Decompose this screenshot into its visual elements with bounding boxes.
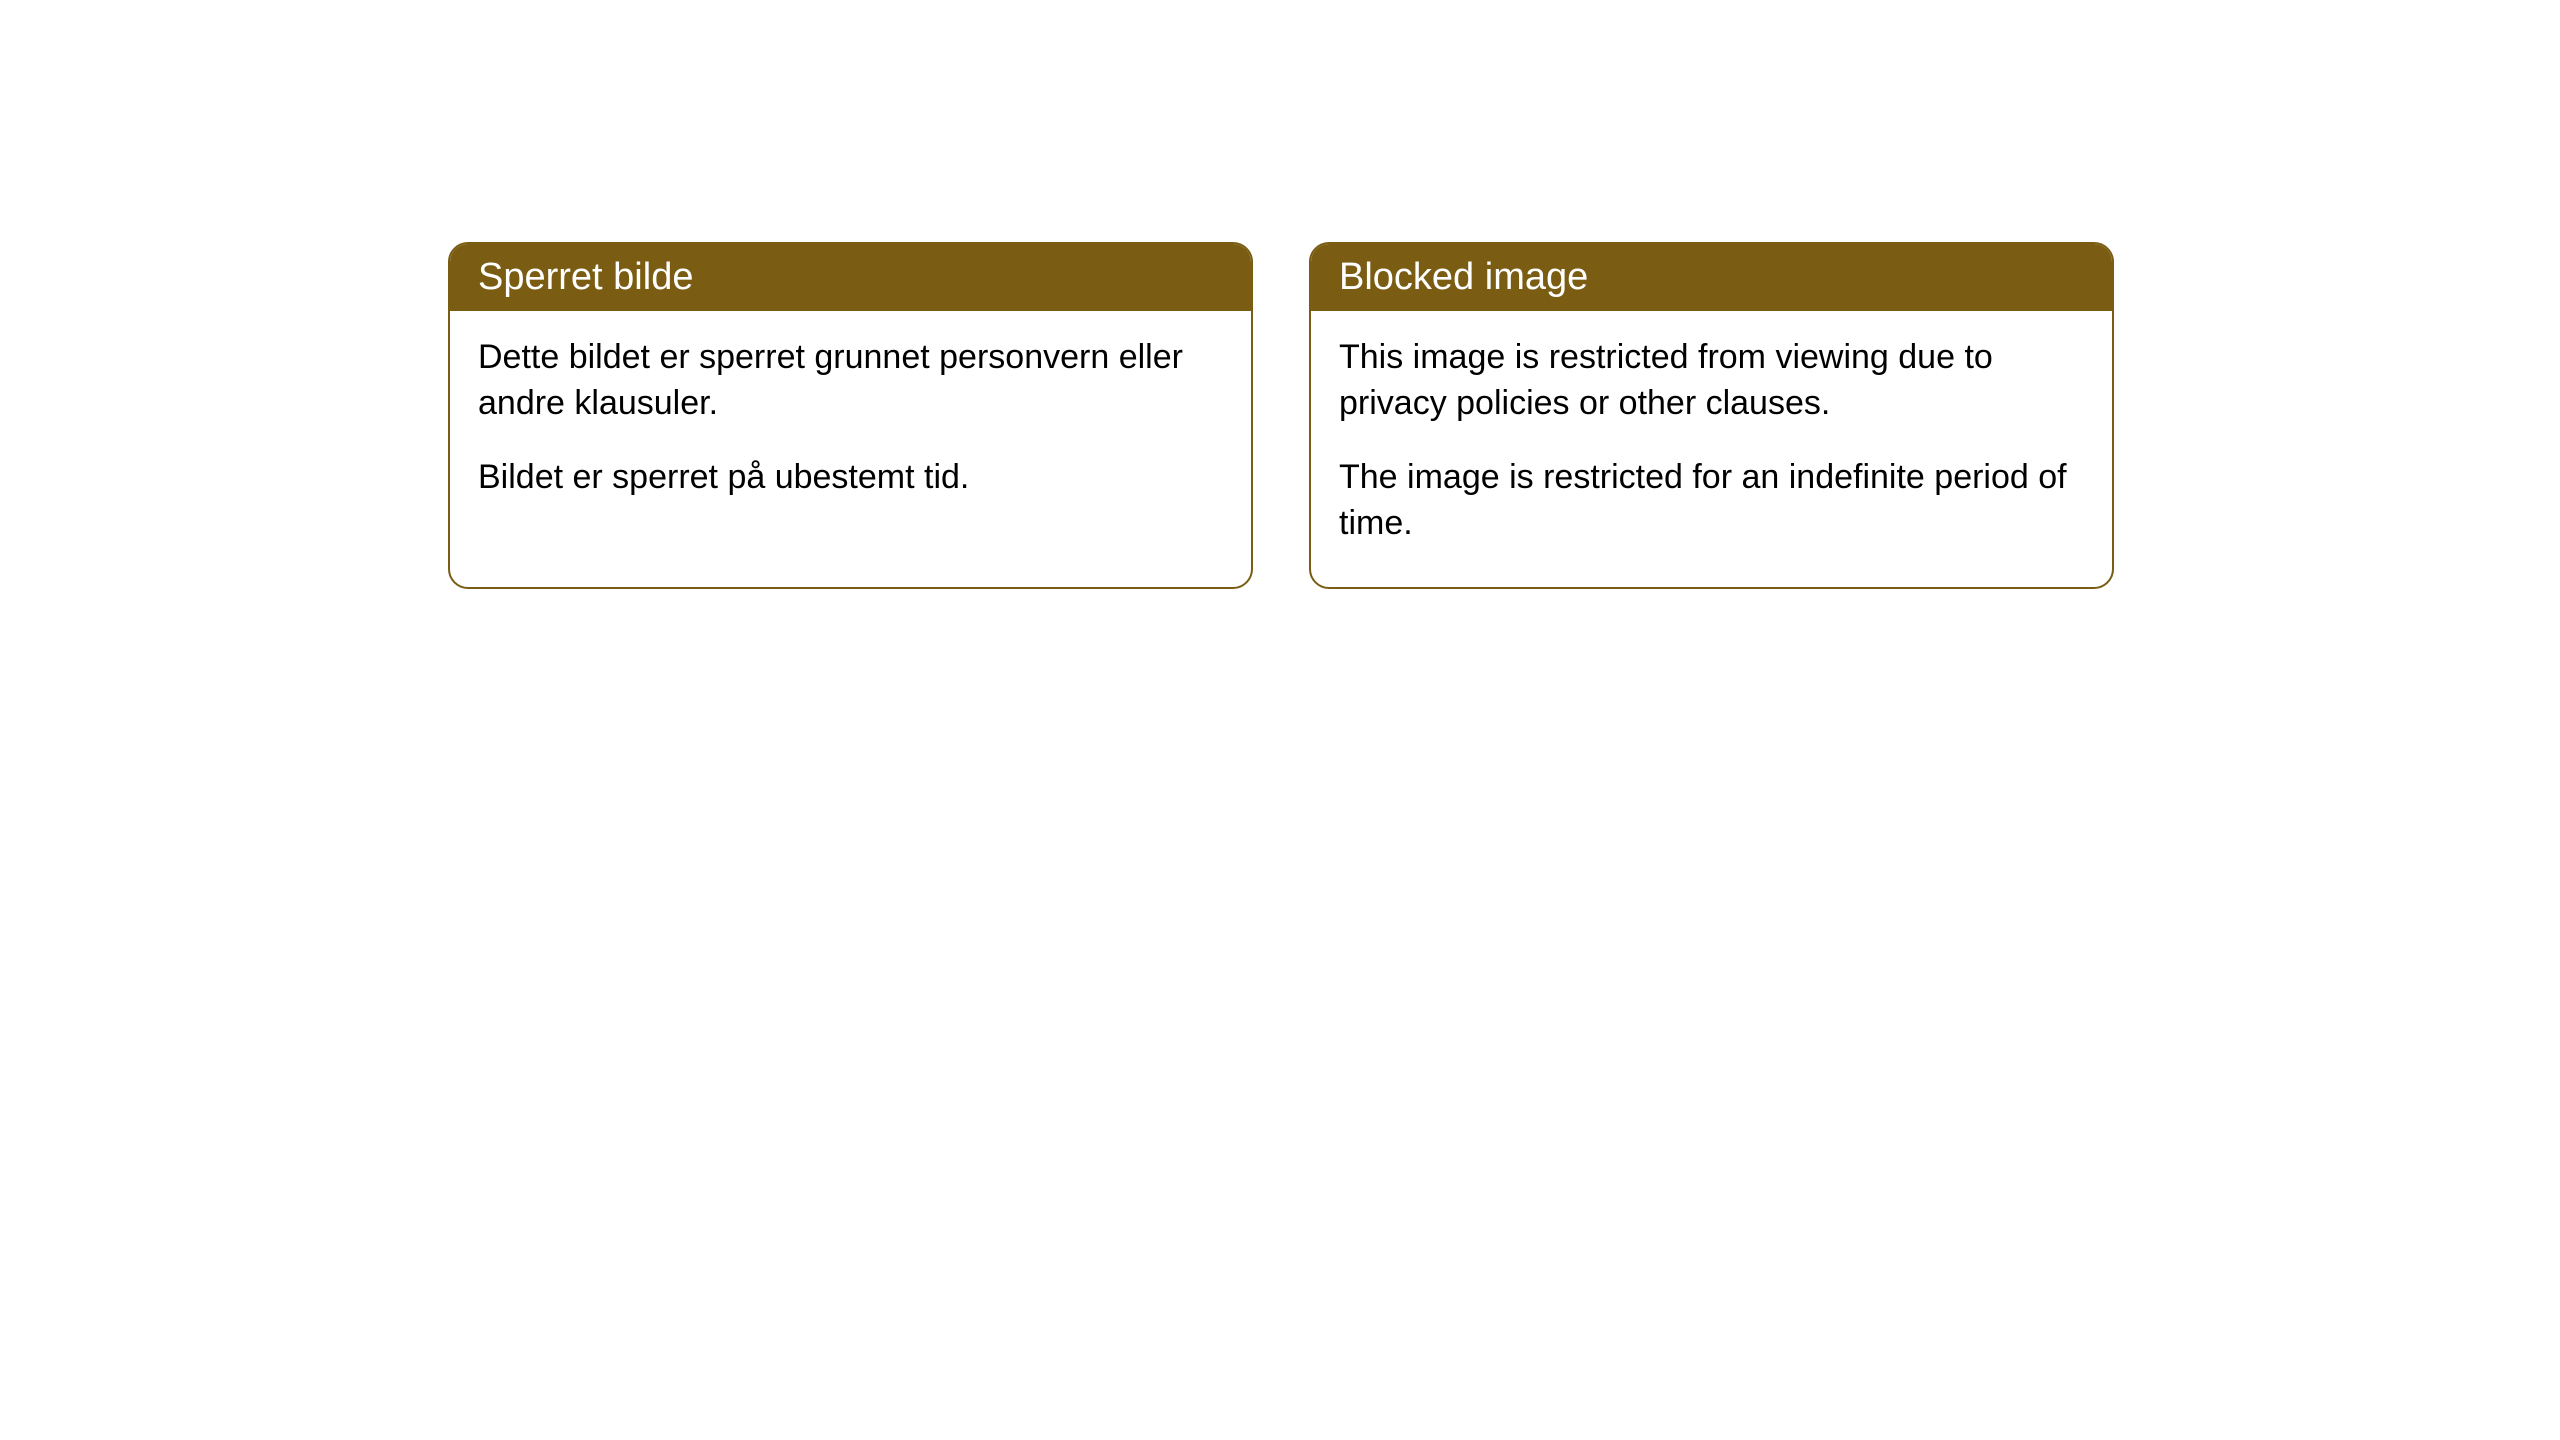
card-body: Dette bildet er sperret grunnet personve… xyxy=(450,311,1251,541)
notice-cards-container: Sperret bilde Dette bildet er sperret gr… xyxy=(448,242,2114,589)
card-paragraph: Bildet er sperret på ubestemt tid. xyxy=(478,455,1223,501)
card-title: Sperret bilde xyxy=(478,256,693,298)
card-paragraph: Dette bildet er sperret grunnet personve… xyxy=(478,335,1223,427)
card-body: This image is restricted from viewing du… xyxy=(1311,311,2112,587)
notice-card-norwegian: Sperret bilde Dette bildet er sperret gr… xyxy=(448,242,1253,589)
notice-card-english: Blocked image This image is restricted f… xyxy=(1309,242,2114,589)
card-header: Sperret bilde xyxy=(450,244,1251,311)
card-title: Blocked image xyxy=(1339,256,1588,298)
card-header: Blocked image xyxy=(1311,244,2112,311)
card-paragraph: The image is restricted for an indefinit… xyxy=(1339,455,2084,547)
card-paragraph: This image is restricted from viewing du… xyxy=(1339,335,2084,427)
